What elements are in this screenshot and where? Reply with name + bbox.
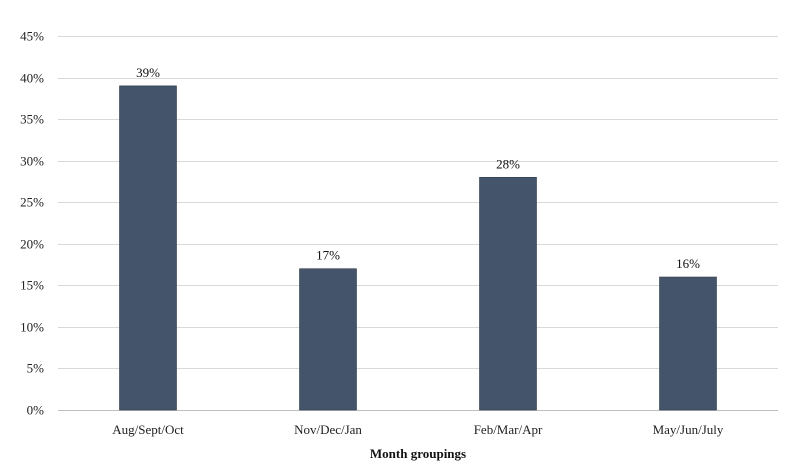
x-axis-title: Month groupings <box>370 446 466 461</box>
data-label: 39% <box>136 65 160 80</box>
bars <box>119 85 717 411</box>
y-tick-label: 30% <box>20 154 44 169</box>
y-tick-label: 0% <box>27 403 45 418</box>
y-tick-label: 40% <box>20 71 44 86</box>
y-tick-label: 5% <box>27 361 45 376</box>
x-tick-label: Nov/Dec/Jan <box>294 422 362 437</box>
y-tick-label: 45% <box>20 29 44 44</box>
bar <box>299 268 357 411</box>
data-label: 28% <box>496 156 520 171</box>
y-tick-label: 10% <box>20 320 44 335</box>
bar <box>119 85 177 411</box>
x-tick-label: Aug/Sept/Oct <box>112 422 184 437</box>
data-label: 17% <box>316 248 340 263</box>
data-labels: 39% 17% 28% 16% <box>136 65 700 271</box>
y-tick-label: 35% <box>20 112 44 127</box>
x-axis-tick-labels: Aug/Sept/Oct Nov/Dec/Jan Feb/Mar/Apr May/Ju… <box>112 422 724 437</box>
y-tick-label: 20% <box>20 237 44 252</box>
y-tick-label: 15% <box>20 278 44 293</box>
y-axis-tick-labels: 0% 5% 10% 15% 20% 25% 30% 35% 40% 45% <box>20 29 44 418</box>
y-tick-label: 25% <box>20 195 44 210</box>
gridlines <box>58 36 778 411</box>
x-tick-label: Feb/Mar/Apr <box>474 422 543 437</box>
bar <box>659 276 717 411</box>
bar <box>479 176 537 411</box>
x-tick-label: May/Jun/July <box>653 422 724 437</box>
data-label: 16% <box>676 256 700 271</box>
